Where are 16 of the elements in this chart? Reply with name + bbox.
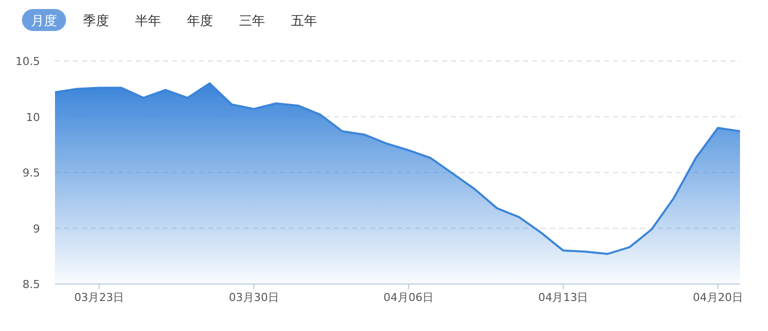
x-tick-label: 04月13日 xyxy=(538,291,588,304)
text: 三年 xyxy=(239,14,265,29)
y-tick-label: 9 xyxy=(33,222,40,236)
text: 年度 xyxy=(187,13,213,29)
text: 月度 xyxy=(31,13,57,29)
y-tick-label: 9.5 xyxy=(22,166,40,180)
y-tick-label: 8.5 xyxy=(22,278,40,291)
text: 五年 xyxy=(291,14,317,29)
x-tick-label: 04月06日 xyxy=(384,291,434,304)
x-tick-label: 03月23日 xyxy=(74,291,124,304)
y-tick-label: 10 xyxy=(26,110,40,124)
y-tick-label: 10.5 xyxy=(16,55,40,68)
x-tick-label: 04月20日 xyxy=(692,291,743,304)
text: 季度 xyxy=(83,13,109,29)
x-tick-label: 03月30日 xyxy=(228,291,279,304)
text: 半年 xyxy=(135,14,161,29)
